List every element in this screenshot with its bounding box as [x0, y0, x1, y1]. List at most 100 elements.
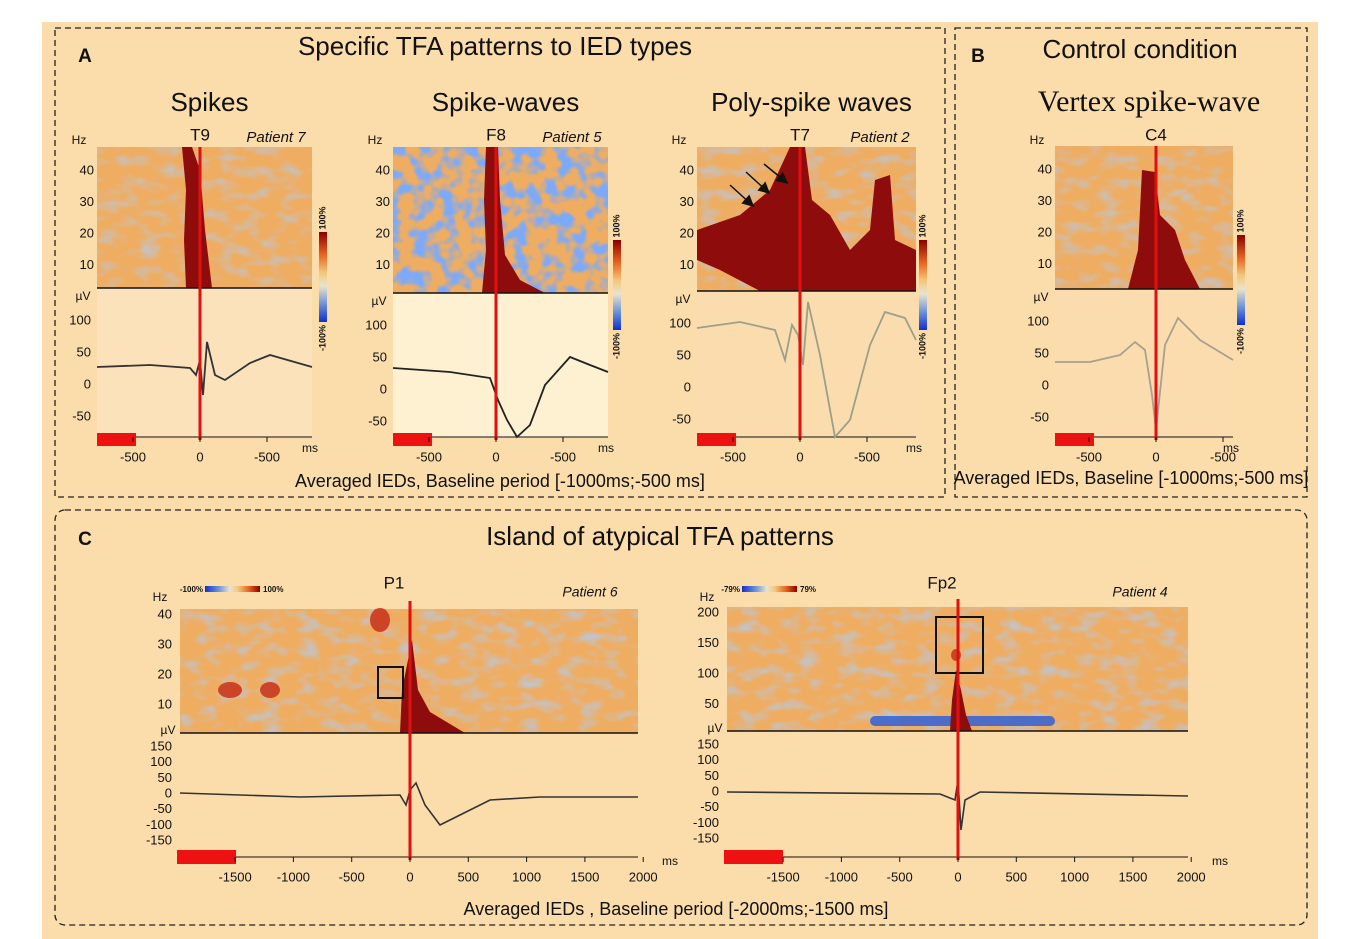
colorbar-label: -100% — [611, 333, 621, 359]
eeg-trace — [179, 781, 638, 827]
time-tick-label: 0 — [492, 449, 499, 464]
plot-title: Poly-spike waves — [711, 87, 912, 117]
patient-label: Patient 5 — [542, 129, 602, 146]
uv-tick-label: 50 — [677, 347, 691, 362]
uv-tick-label: 100 — [1027, 313, 1049, 328]
heatmap-activation — [370, 608, 390, 632]
trace-area — [97, 288, 312, 437]
uv-tick-label: 0 — [380, 381, 387, 396]
hz-tick-label: 10 — [158, 696, 172, 711]
uv-tick-label: -50 — [153, 801, 172, 816]
time-unit: ms — [598, 441, 614, 455]
heatmap-activation — [218, 682, 242, 698]
uv-tick-label: 150 — [697, 736, 719, 751]
time-tick-label: 2000 — [1177, 869, 1206, 884]
panel-caption: Averaged IEDs, Baseline period [-1000ms;… — [295, 471, 705, 491]
colorbar-label: 100% — [611, 214, 621, 237]
hz-tick-label: 30 — [376, 194, 390, 209]
baseline-bar — [177, 850, 236, 864]
heatmap-activation — [950, 670, 972, 731]
uv-unit: µV — [76, 289, 91, 303]
uv-unit: µV — [1034, 290, 1049, 304]
time-tick-label: 0 — [196, 449, 203, 464]
hz-tick-label: 30 — [80, 194, 94, 209]
baseline-bar — [697, 433, 736, 446]
time-tick-label: -500 — [1210, 449, 1236, 464]
heatmap-activation — [482, 147, 545, 293]
uv-unit: µV — [372, 294, 387, 308]
channel-label: P1 — [384, 573, 405, 592]
uv-tick-label: -50 — [1030, 409, 1049, 424]
baseline-bar — [97, 433, 136, 446]
panel-a-frame — [54, 27, 946, 498]
uv-tick-label: -50 — [672, 411, 691, 426]
uv-unit: µV — [708, 721, 723, 735]
uv-tick-label: 100 — [69, 312, 91, 327]
uv-tick-label: -100 — [146, 817, 172, 832]
plot-title: Vertex spike-wave — [1038, 85, 1260, 118]
hz-tick-label: 150 — [697, 635, 719, 650]
panel-caption: Averaged IEDs , Baseline period [-2000ms… — [464, 899, 889, 919]
patient-label: Patient 6 — [562, 584, 617, 600]
uv-tick-label: -150 — [146, 833, 172, 848]
time-unit: ms — [1223, 441, 1239, 455]
baseline-bar — [393, 433, 432, 446]
patient-label: Patient 4 — [1112, 584, 1167, 600]
uv-tick-label: -50 — [72, 408, 91, 423]
time-tick-label: -500 — [339, 869, 365, 884]
uv-tick-label: 0 — [165, 786, 172, 801]
colorbar — [742, 586, 797, 592]
time-tick-label: 1000 — [512, 869, 541, 884]
uv-tick-label: 150 — [150, 738, 172, 753]
patient-label: Patient 7 — [246, 129, 306, 146]
hz-tick-label: 30 — [158, 636, 172, 651]
hz-tick-label: 40 — [376, 162, 390, 177]
colorbar-label: -100% — [1235, 328, 1245, 354]
time-tick-label: 0 — [954, 869, 961, 884]
hz-tick-label: 20 — [680, 225, 694, 240]
hz-tick-label: 10 — [680, 257, 694, 272]
time-unit: ms — [302, 441, 318, 455]
panel-title: Specific TFA patterns to IED types — [298, 31, 692, 61]
time-tick-label: -500 — [720, 449, 746, 464]
colorbar-label: 100% — [1235, 209, 1245, 232]
time-tick-label: 0 — [406, 869, 413, 884]
channel-label: Fp2 — [927, 573, 956, 592]
hz-tick-label: 200 — [697, 604, 719, 619]
time-tick-label: -500 — [854, 449, 880, 464]
hz-unit: Hz — [1030, 133, 1045, 147]
hz-unit: Hz — [72, 133, 87, 147]
trace-area — [393, 293, 608, 437]
hz-tick-label: 20 — [80, 225, 94, 240]
heatmap-activation — [182, 147, 212, 288]
colorbar — [919, 240, 927, 330]
hz-tick-label: 40 — [80, 162, 94, 177]
uv-tick-label: 100 — [697, 752, 719, 767]
heatmap-activation — [260, 682, 280, 698]
hz-tick-label: 40 — [158, 606, 172, 621]
panel-label: A — [78, 46, 92, 67]
plots: A Specific TFA patterns to IED types Avera… — [69, 31, 1308, 919]
hz-tick-label: 30 — [680, 194, 694, 209]
time-tick-label: -500 — [120, 449, 146, 464]
uv-tick-label: -50 — [700, 799, 719, 814]
time-tick-label: 1500 — [570, 869, 599, 884]
baseline-bar — [724, 850, 783, 864]
hz-unit: Hz — [368, 133, 383, 147]
hz-tick-label: 30 — [1038, 193, 1052, 208]
uv-tick-label: 50 — [1035, 345, 1049, 360]
time-tick-label: -500 — [1076, 449, 1102, 464]
hz-tick-label: 10 — [80, 257, 94, 272]
colorbar-label: 100% — [917, 214, 927, 237]
uv-tick-label: -150 — [693, 831, 719, 846]
eeg-trace — [392, 355, 609, 439]
uv-tick-label: 0 — [84, 376, 91, 391]
time-tick-label: -1000 — [277, 869, 310, 884]
heatmap-activation — [1128, 170, 1200, 289]
trace-area — [1055, 289, 1233, 437]
time-tick-label: -500 — [416, 449, 442, 464]
channel-label: T7 — [790, 125, 810, 144]
colorbar — [613, 240, 621, 330]
plot-title: Spikes — [170, 87, 248, 117]
baseline-bar — [1055, 433, 1094, 446]
